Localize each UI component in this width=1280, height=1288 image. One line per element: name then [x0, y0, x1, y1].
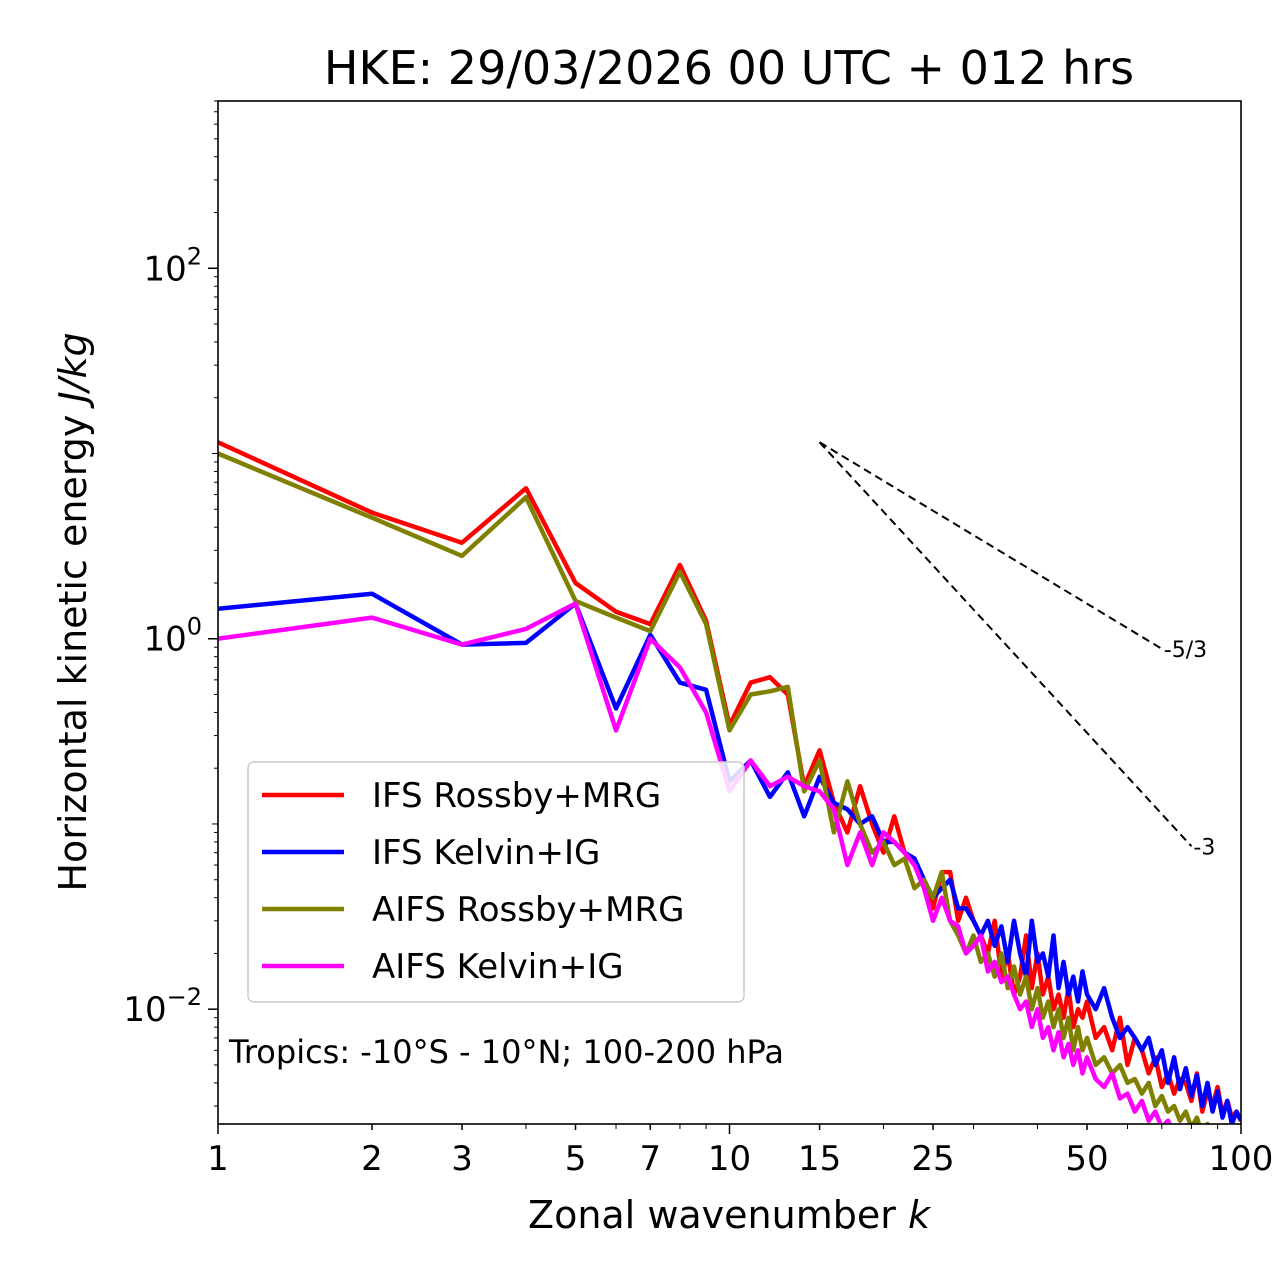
x-tick-label: 10: [708, 1139, 751, 1179]
plot-frame: [217, 100, 1242, 1125]
legend-label: AIFS Kelvin+IG: [372, 947, 624, 987]
x-tick-label: 1: [207, 1139, 229, 1179]
chart-title: HKE: 29/03/2026 00 UTC + 012 hrs: [324, 41, 1134, 95]
y-tick-label: 100: [143, 613, 202, 660]
legend-label: IFS Kelvin+IG: [372, 833, 600, 873]
reference-slope-line: [818, 441, 1193, 847]
legend: IFS Rossby+MRG IFS Kelvin+IG AIFS Rossby+M…: [247, 761, 745, 1003]
x-tick-label: 2: [361, 1139, 383, 1179]
legend-label: IFS Rossby+MRG: [372, 776, 661, 816]
x-tick-label: 25: [911, 1139, 954, 1179]
legend-box: [247, 761, 745, 1003]
x-tick-label: 5: [565, 1139, 587, 1179]
y-axis-label: Horizontal kinetic energy J/kg: [51, 332, 95, 891]
reference-slope-line: [819, 441, 1163, 650]
series-line: [218, 451, 1210, 1124]
reference-slope-label: -5/3: [1164, 638, 1207, 663]
region-annotation: Tropics: -10°S - 10°N; 100-200 hPa: [228, 1033, 784, 1071]
x-tick-label: 15: [798, 1139, 841, 1179]
x-tick-label: 100: [1209, 1139, 1274, 1179]
series-line: [218, 601, 1172, 1124]
x-axis-label: Zonal wavenumber k: [528, 1193, 932, 1237]
x-tick-label: 7: [639, 1139, 661, 1179]
x-tick-label: 50: [1065, 1139, 1108, 1179]
x-tick-label: 3: [451, 1139, 473, 1179]
y-tick-label: 10−2: [123, 983, 202, 1030]
legend-label: AIFS Rossby+MRG: [372, 890, 684, 930]
reference-slope-label: -3: [1193, 835, 1215, 860]
y-tick-label: 102: [143, 242, 202, 289]
